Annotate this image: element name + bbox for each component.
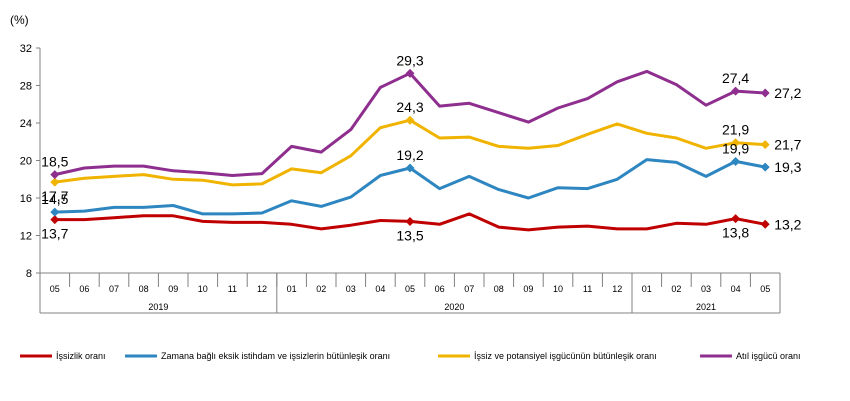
- data-label: 13,7: [41, 226, 68, 242]
- year-label: 2019: [148, 302, 168, 312]
- axes: 8 12 16 20 24 28 32 05 06 07 08 09 10 11 12 01 02 03 04 05 0…: [20, 43, 781, 314]
- x-tick-label: 09: [523, 284, 533, 294]
- x-tick-label: 11: [583, 284, 592, 294]
- x-tick-label: 03: [701, 284, 711, 294]
- data-point-marker: [50, 207, 60, 217]
- data-label: 27,4: [722, 70, 749, 86]
- data-label: 13,8: [722, 225, 749, 241]
- data-label: 19,2: [396, 147, 423, 163]
- x-tick-label: 05: [50, 284, 60, 294]
- x-tick-label: 06: [79, 284, 89, 294]
- data-label: 13,2: [774, 216, 801, 232]
- x-tick-label: 07: [109, 284, 119, 294]
- x-tick-label: 02: [316, 284, 326, 294]
- y-tick-label: 16: [20, 193, 32, 205]
- data-label: 27,2: [774, 85, 801, 101]
- data-point-marker: [760, 162, 770, 172]
- data-point-marker: [50, 215, 60, 225]
- data-label: 18,5: [41, 154, 68, 170]
- data-point-marker: [405, 216, 415, 226]
- y-axis-unit-label: (%): [10, 13, 29, 27]
- x-tick-label: 08: [139, 284, 149, 294]
- x-tick-label: 05: [405, 284, 415, 294]
- x-tick-label: 06: [435, 284, 445, 294]
- legend-label: İşsizlik oranı: [56, 351, 106, 361]
- data-label: 19,3: [774, 159, 801, 175]
- data-point-marker: [731, 156, 741, 166]
- data-label: 14,5: [41, 191, 68, 207]
- data-point-marker: [760, 88, 770, 98]
- legend-label: Atıl işgücü oranı: [736, 351, 801, 361]
- legend-label: Zamana bağlı eksik istihdam ve işsizleri…: [161, 351, 390, 361]
- data-label: 19,9: [722, 140, 749, 156]
- data-label: 21,9: [722, 122, 749, 138]
- data-point-marker: [760, 140, 770, 150]
- x-tick-label: 12: [257, 284, 267, 294]
- data-point-marker: [405, 163, 415, 173]
- x-tick-label: 01: [287, 284, 297, 294]
- x-tick-label: 04: [731, 284, 741, 294]
- data-label: 24,3: [396, 99, 423, 115]
- y-tick-label: 20: [20, 156, 32, 168]
- x-tick-label: 12: [612, 284, 622, 294]
- x-tick-label: 11: [228, 284, 237, 294]
- x-tick-label: 02: [671, 284, 681, 294]
- data-point-marker: [731, 86, 741, 96]
- y-tick-label: 24: [20, 118, 32, 130]
- legend: İşsizlik oranı Zamana bağlı eksik istihda…: [20, 351, 801, 361]
- x-tick-label: 08: [494, 284, 504, 294]
- y-tick-label: 28: [20, 81, 32, 93]
- legend-label: İşsiz ve potansiyel işgücünün bütünleşik…: [474, 351, 657, 361]
- year-label: 2020: [444, 302, 464, 312]
- data-point-marker: [405, 115, 415, 125]
- data-point-marker: [760, 219, 770, 229]
- data-label: 21,7: [774, 137, 801, 153]
- x-tick-label: 10: [553, 284, 563, 294]
- series-lines: [50, 68, 770, 232]
- x-tick-label: 10: [198, 284, 208, 294]
- year-label: 2021: [696, 302, 716, 312]
- data-point-marker: [50, 177, 60, 187]
- data-label: 13,5: [396, 227, 423, 243]
- x-tick-label: 04: [375, 284, 385, 294]
- data-labels: 13,7 13,5 13,8 13,2 14,5 19,2 19,9 19,3 17,7 24,3…: [41, 52, 801, 243]
- y-tick-label: 32: [20, 43, 32, 55]
- x-tick-label: 01: [642, 284, 652, 294]
- x-tick-label: 05: [760, 284, 770, 294]
- y-tick-label: 12: [20, 231, 32, 243]
- x-tick-label: 09: [168, 284, 178, 294]
- data-label: 17,7: [41, 188, 68, 204]
- data-point-marker: [731, 138, 741, 148]
- data-point-marker: [50, 170, 60, 180]
- x-tick-label: 07: [464, 284, 474, 294]
- y-tick-label: 8: [26, 268, 32, 280]
- data-label: 29,3: [396, 52, 423, 68]
- data-point-marker: [405, 68, 415, 78]
- x-tick-label: 03: [346, 284, 356, 294]
- data-point-marker: [731, 214, 741, 224]
